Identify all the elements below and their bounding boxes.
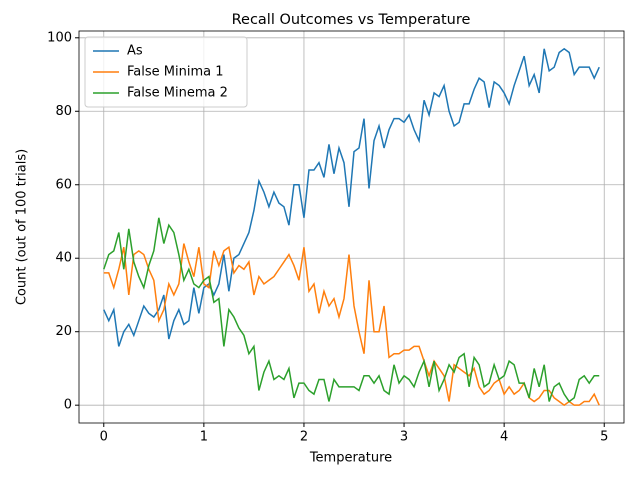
legend-label: False Minema 2 (127, 86, 228, 101)
x-tick-label: 4 (500, 430, 508, 445)
y-tick-label: 100 (47, 30, 72, 45)
line-series (103, 217, 600, 403)
y-tick-label: 60 (55, 177, 72, 192)
y-axis-label: Count (out of 100 trials) (15, 149, 30, 305)
y-tick-label: 20 (55, 324, 72, 339)
legend-label: As (127, 44, 143, 59)
x-tick-label: 0 (100, 430, 108, 445)
line-series (103, 47, 600, 347)
legend-box (84, 36, 248, 108)
y-tick-label: 40 (55, 251, 72, 266)
plot-frame (78, 30, 625, 424)
legend-label: False Minima 1 (127, 65, 223, 80)
x-tick-label: 1 (200, 430, 208, 445)
line-series (103, 243, 600, 407)
x-tick-label: 5 (600, 430, 608, 445)
x-axis-label: Temperature (309, 451, 392, 466)
y-tick-label: 0 (64, 398, 72, 413)
chart-title: Recall Outcomes vs Temperature (232, 12, 471, 28)
x-tick-label: 3 (400, 430, 408, 445)
y-tick-label: 80 (55, 104, 72, 119)
x-tick-label: 2 (300, 430, 308, 445)
